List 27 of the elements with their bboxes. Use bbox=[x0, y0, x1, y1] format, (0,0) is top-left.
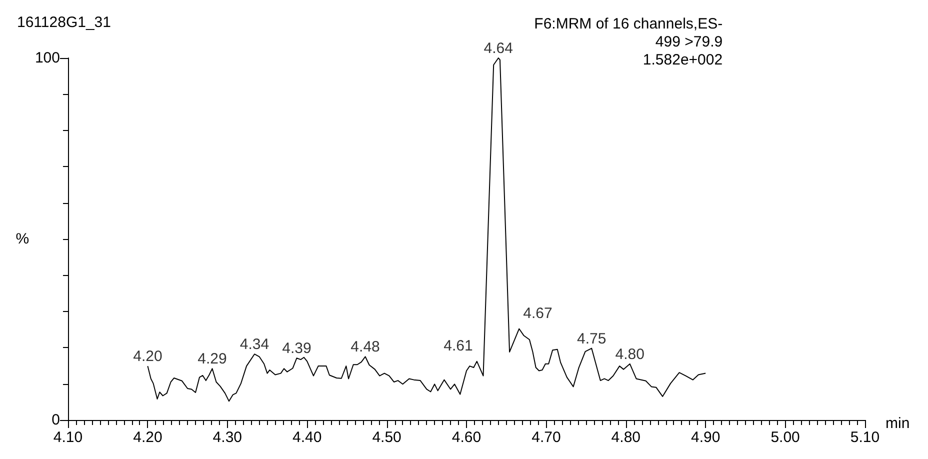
y-tick-label: 0 bbox=[52, 412, 60, 428]
x-tick-label: 5.00 bbox=[770, 429, 800, 446]
x-axis-title: min bbox=[885, 415, 910, 432]
x-tick-label: 4.60 bbox=[452, 429, 482, 446]
annotation: 4.39 bbox=[282, 340, 312, 358]
y-tick-label: 100 bbox=[34, 50, 60, 66]
annotation: 4.75 bbox=[577, 330, 606, 348]
x-tick-label: 4.80 bbox=[611, 429, 640, 446]
x-tick-label: 4.90 bbox=[691, 429, 720, 446]
annotation: 4.80 bbox=[615, 346, 644, 363]
annotation: 4.20 bbox=[133, 348, 162, 366]
chart-title: 161128G1_31 bbox=[17, 14, 111, 31]
x-tick-label: 5.10 bbox=[850, 429, 880, 446]
x-tick-label: 4.40 bbox=[292, 429, 322, 446]
annotation: 4.48 bbox=[350, 338, 380, 356]
y-axis-title: % bbox=[16, 230, 30, 248]
chart-subtitle: F6:MRM of 16 channels,ES- 499 >79.9 1.582e+002 bbox=[534, 16, 723, 68]
annotation: 4.34 bbox=[240, 336, 270, 354]
annotation: 4.67 bbox=[523, 304, 552, 322]
annotation: 4.61 bbox=[444, 337, 473, 354]
x-tick-label: 4.30 bbox=[212, 429, 242, 446]
annotation: 4.64 bbox=[484, 40, 513, 57]
annotation: 4.29 bbox=[198, 350, 227, 368]
x-tick-label: 4.70 bbox=[532, 429, 561, 446]
x-tick-label: 4.10 bbox=[53, 429, 83, 446]
x-tick-label: 4.50 bbox=[372, 429, 402, 446]
x-tick-label: 4.20 bbox=[133, 429, 162, 446]
